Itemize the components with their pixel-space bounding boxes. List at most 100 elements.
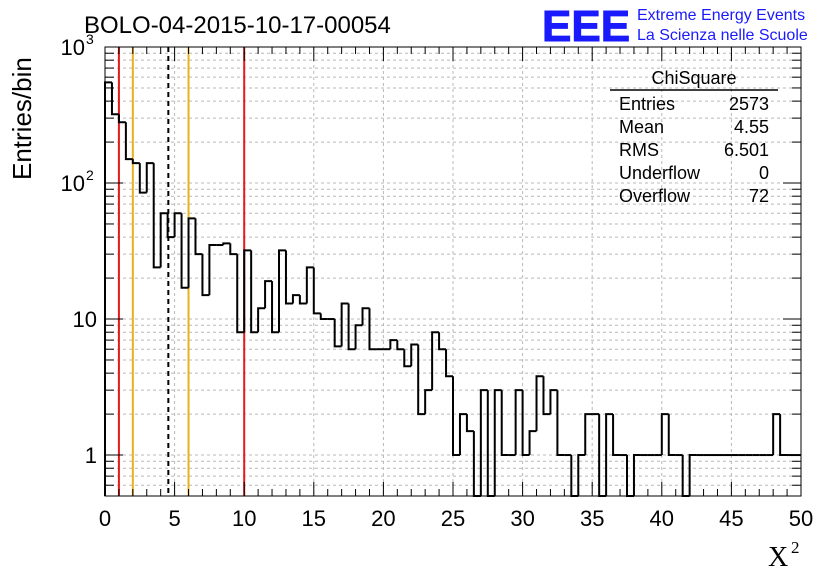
histogram-bin	[264, 280, 273, 309]
x-tick-label: 0	[99, 506, 111, 531]
logo-line-2: La Scienza nelle Scuole	[637, 27, 808, 44]
histogram-bin	[500, 390, 509, 457]
histogram-bin	[201, 254, 210, 297]
histogram-bin	[612, 414, 621, 457]
x-tick-label: 45	[719, 506, 743, 531]
histogram-bin	[438, 332, 447, 351]
histogram-bin	[187, 217, 196, 288]
x-tick-label: 35	[580, 506, 604, 531]
histogram-bin	[465, 414, 474, 433]
y-tick-label: 10	[61, 171, 85, 196]
histogram-bin	[271, 281, 279, 334]
histogram-bin	[124, 122, 133, 161]
histogram-bin	[410, 343, 419, 367]
stats-box: ChiSquare Entries 2573 Mean 4.55 RMS 6.5…	[610, 68, 778, 206]
histogram-bin	[632, 454, 641, 496]
histogram-bin	[368, 308, 377, 351]
histogram-bin	[145, 162, 154, 193]
histogram-bin	[319, 313, 328, 321]
histogram-bin	[577, 454, 586, 496]
stats-label-rms: RMS	[619, 140, 659, 160]
y-tick-label: 10	[61, 35, 85, 60]
histogram-bin	[257, 307, 266, 333]
histogram-bin	[667, 414, 676, 457]
y-tick-label: 1	[85, 443, 97, 468]
histogram-bin	[542, 376, 551, 416]
histogram-bin	[222, 242, 231, 246]
histogram-bin	[298, 295, 307, 305]
histogram-bin	[479, 389, 488, 496]
y-tick-label-exponent: 3	[86, 31, 94, 47]
y-axis-label: Entries/bin	[7, 57, 37, 180]
histogram-bin	[396, 340, 405, 351]
histogram-bin	[605, 413, 614, 496]
histogram-bin	[180, 213, 189, 289]
histogram-bin	[389, 339, 398, 350]
histogram-bin	[528, 430, 537, 456]
histogram-bin	[431, 331, 440, 391]
histogram-bin	[424, 389, 433, 415]
histogram-bin	[347, 303, 356, 351]
histogram-bin	[452, 376, 460, 457]
histogram-bin	[549, 389, 558, 415]
x-axis-label-sup: 2	[791, 538, 800, 557]
histogram-bin	[173, 212, 182, 238]
histogram-bin	[514, 389, 523, 456]
stats-value-overflow: 72	[749, 186, 769, 206]
histogram-bin	[291, 294, 300, 304]
histogram-bin	[354, 324, 363, 350]
stats-value-underflow: 0	[759, 163, 769, 183]
stats-value-rms: 6.501	[724, 140, 769, 160]
x-tick-label: 15	[302, 506, 326, 531]
histogram-bin	[584, 413, 593, 456]
stats-title: ChiSquare	[651, 68, 736, 88]
histogram-bin	[110, 82, 119, 116]
histogram-bin	[152, 163, 161, 269]
stats-label-mean: Mean	[619, 117, 664, 137]
histogram-bin	[305, 266, 314, 304]
x-tick-label: 40	[650, 506, 674, 531]
histogram-bin	[159, 212, 168, 268]
y-tick-label: 10	[73, 307, 97, 332]
histogram-bin	[284, 250, 293, 305]
x-axis-label: X 2	[768, 538, 800, 572]
histogram-bin	[472, 431, 481, 497]
stats-value-entries: 2573	[729, 94, 769, 114]
histogram-bin	[278, 249, 286, 333]
histogram-bin	[772, 413, 781, 456]
y-tick-label-exponent: 2	[86, 167, 94, 183]
stats-value-mean: 4.55	[734, 117, 769, 137]
histogram-bin	[688, 454, 697, 496]
histogram-bins	[104, 81, 801, 497]
eee-logo: EEE Extreme Energy Events La Scienza nel…	[542, 2, 808, 52]
stats-label-underflow: Underflow	[619, 163, 701, 183]
histogram-bin	[208, 244, 217, 296]
histogram-bin	[250, 250, 259, 334]
x-tick-label: 25	[441, 506, 465, 531]
histogram-bin	[194, 218, 203, 256]
x-tick-label: 50	[789, 506, 813, 531]
histogram-bin	[229, 243, 238, 256]
x-tick-label: 5	[168, 506, 180, 531]
chart-title: BOLO-04-2015-10-17-00054	[84, 12, 391, 39]
histogram-bin	[166, 213, 175, 239]
histogram-bin	[486, 390, 495, 497]
histogram-bin	[660, 413, 669, 456]
stats-label-entries: Entries	[619, 94, 675, 114]
stats-label-overflow: Overflow	[619, 186, 691, 206]
histogram-bin	[521, 390, 530, 457]
histogram-bin	[312, 267, 321, 315]
histogram-bin	[104, 81, 112, 496]
histogram-bin	[556, 390, 565, 457]
histogram-bin	[403, 349, 412, 368]
histogram-bin	[131, 159, 140, 165]
histogram-bin	[340, 302, 349, 347]
x-tick-label: 20	[371, 506, 395, 531]
histogram-bin	[417, 344, 426, 416]
logo-mark: EEE	[542, 2, 630, 51]
histogram-bin	[535, 375, 544, 432]
histogram-bin	[138, 163, 147, 194]
x-tick-label: 10	[232, 506, 256, 531]
